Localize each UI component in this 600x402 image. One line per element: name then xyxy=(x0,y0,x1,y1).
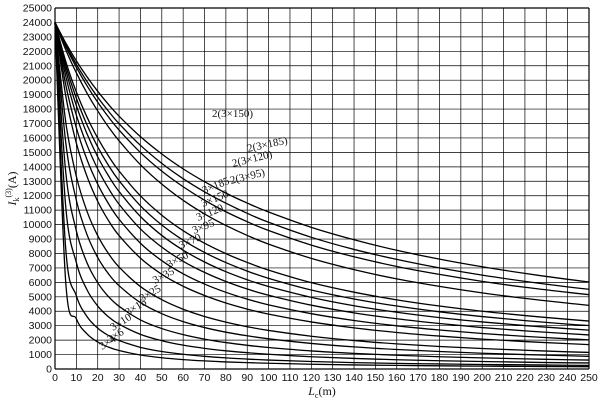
y-tick-label: 14000 xyxy=(23,161,52,173)
curve-line xyxy=(54,22,590,368)
x-tick-label: 100 xyxy=(260,372,278,384)
y-tick-label: 3000 xyxy=(29,320,53,332)
y-tick-label: 21000 xyxy=(23,60,52,72)
y-tick-label: 8000 xyxy=(29,248,53,260)
x-tick-label: 130 xyxy=(324,372,342,384)
x-tick-label: 220 xyxy=(516,372,534,384)
y-tick-label: 15000 xyxy=(23,147,52,159)
x-tick-label: 180 xyxy=(431,372,449,384)
x-tick-label: 210 xyxy=(495,372,513,384)
x-tick-label: 10 xyxy=(71,372,83,384)
curve-line xyxy=(54,22,590,361)
curve-labels: 2(3×150)2(3×185)2(3×120)2(3×95)3×1853×15… xyxy=(97,108,289,353)
y-tick-label: 20000 xyxy=(23,75,52,87)
tick-labels: 0 10 20 30 40 50 60 70 80 90 100 110 120 130 140 150 160… xyxy=(23,3,598,385)
curve-line xyxy=(54,22,590,357)
x-tick-label: 110 xyxy=(282,372,299,384)
x-tick-label: 70 xyxy=(199,372,211,384)
x-tick-label: 150 xyxy=(367,372,385,384)
y-tick-label: 18000 xyxy=(23,104,52,116)
x-tick-label: 160 xyxy=(388,372,406,384)
y-axis-label: Ik(3)(A) xyxy=(4,172,21,207)
y-tick-label: 24000 xyxy=(23,17,52,29)
y-tick-label: 13000 xyxy=(23,176,52,188)
x-tick-label: 90 xyxy=(241,372,253,384)
x-tick-label: 30 xyxy=(113,372,125,384)
curve-line xyxy=(54,22,590,296)
curve-line xyxy=(54,22,590,331)
curve-line xyxy=(54,22,590,354)
x-tick-label: 0 xyxy=(52,372,58,384)
y-tick-label: 1000 xyxy=(29,349,53,361)
curve-line xyxy=(54,22,590,364)
x-tick-label: 250 xyxy=(580,372,598,384)
y-tick-label: 25000 xyxy=(23,3,52,15)
x-tick-label: 240 xyxy=(559,372,577,384)
x-tick-label: 20 xyxy=(92,372,104,384)
y-tick-label: 2000 xyxy=(29,335,53,347)
curve-line xyxy=(54,22,590,336)
x-tick-label: 40 xyxy=(135,372,147,384)
x-tick-label: 190 xyxy=(452,372,470,384)
x-tick-label: 140 xyxy=(345,372,363,384)
curve-line xyxy=(54,22,590,322)
curve-line xyxy=(54,22,590,327)
y-tick-label: 11000 xyxy=(24,205,53,217)
y-tick-label: 10000 xyxy=(23,219,52,231)
curve-line xyxy=(54,22,590,367)
x-tick-label: 200 xyxy=(473,372,491,384)
curve-line xyxy=(54,22,590,290)
y-tick-label: 16000 xyxy=(23,132,52,144)
y-tick-label: 17000 xyxy=(23,118,52,130)
y-tick-label: 12000 xyxy=(23,190,52,202)
x-tick-label: 80 xyxy=(220,372,232,384)
curve-line xyxy=(54,22,590,306)
x-tick-label: 60 xyxy=(177,372,189,384)
curve-label: 2(3×150) xyxy=(212,108,253,120)
curve-line xyxy=(54,22,590,346)
y-tick-label: 22000 xyxy=(23,46,52,58)
x-tick-label: 170 xyxy=(409,372,427,384)
curve-line xyxy=(54,22,590,283)
x-axis-label: Lc(m) xyxy=(307,384,336,400)
curves xyxy=(54,22,590,368)
y-tick-label: 6000 xyxy=(29,277,53,289)
y-tick-label: 23000 xyxy=(23,31,52,43)
x-tick-label: 50 xyxy=(156,372,168,384)
y-tick-label: 7000 xyxy=(29,262,53,274)
y-tick-label: 4000 xyxy=(29,306,53,318)
y-tick-label: 19000 xyxy=(23,89,52,101)
curve-line xyxy=(54,22,590,341)
x-tick-label: 120 xyxy=(303,372,321,384)
y-tick-label: 0 xyxy=(46,364,52,376)
y-tick-label: 9000 xyxy=(29,234,53,246)
y-tick-label: 5000 xyxy=(29,291,53,303)
x-tick-label: 230 xyxy=(538,372,556,384)
